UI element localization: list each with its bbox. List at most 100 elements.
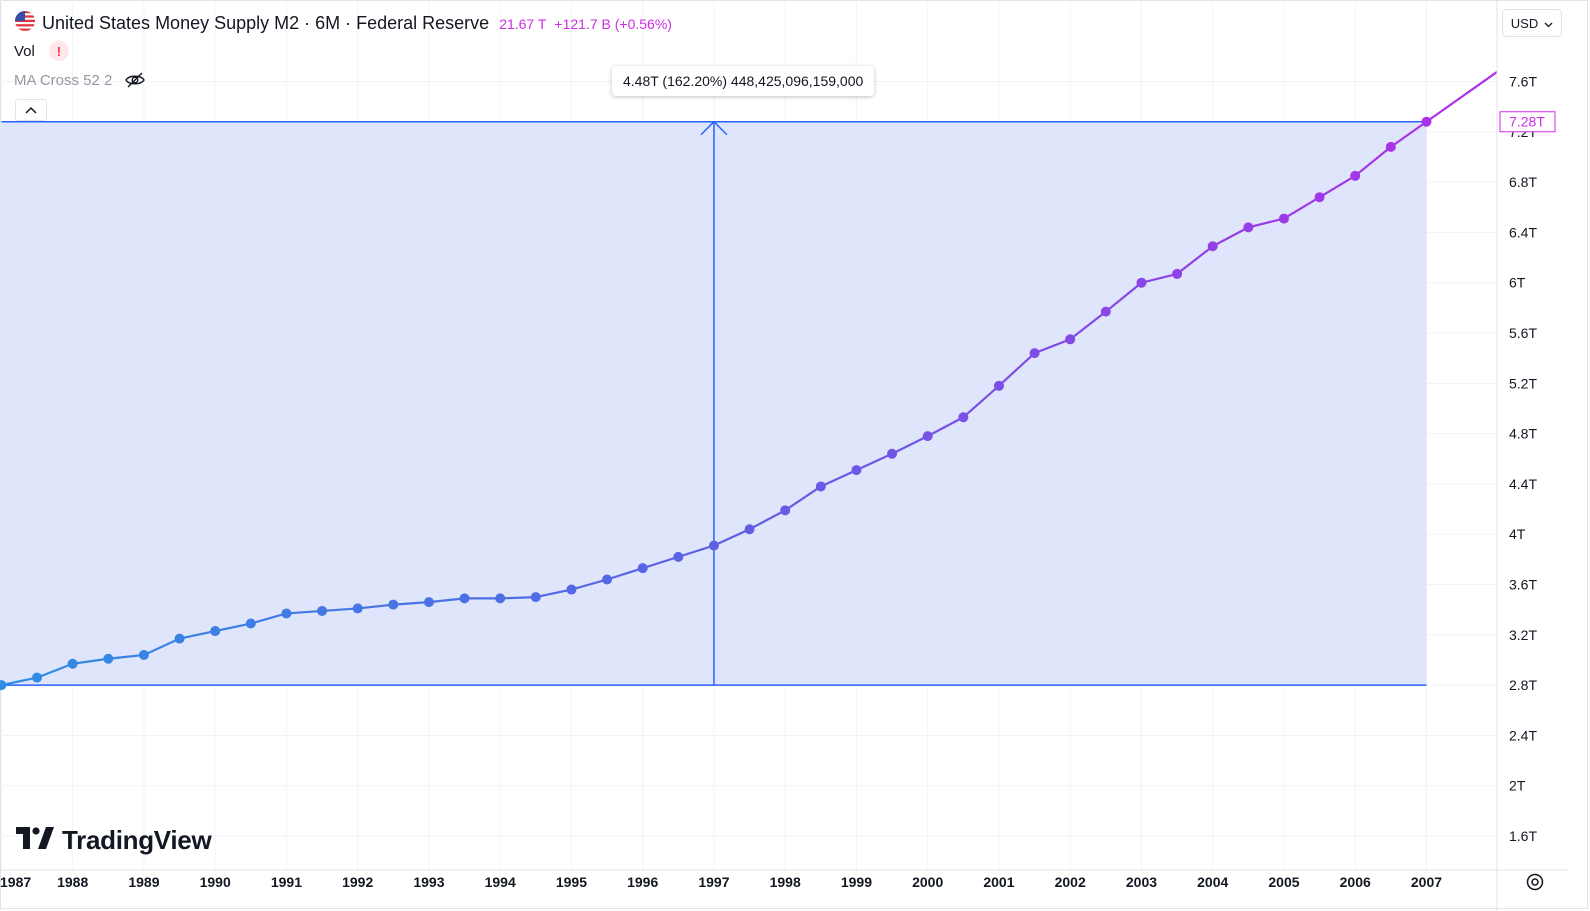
y-tick-label: 2.8T <box>1509 677 1537 693</box>
y-tick-label: 5.2T <box>1509 375 1537 391</box>
data-point <box>1207 241 1218 252</box>
data-point <box>0 680 7 691</box>
data-point <box>281 608 292 619</box>
x-tick-label: 2006 <box>1340 874 1371 890</box>
y-tick-label: 5.6T <box>1509 325 1537 341</box>
collapse-legend-button[interactable] <box>15 99 47 121</box>
data-point <box>1350 170 1361 181</box>
data-point <box>210 626 221 637</box>
x-tick-label: 2001 <box>983 874 1014 890</box>
y-tick-label: 6T <box>1509 275 1526 291</box>
vol-label[interactable]: Vol <box>14 42 35 60</box>
y-tick-label: 1.6T <box>1509 828 1537 844</box>
y-tick-label: 7.6T <box>1509 74 1537 90</box>
last-value: 21.67 T <box>499 15 547 32</box>
y-tick-label: 6.8T <box>1509 174 1537 190</box>
data-point <box>317 605 328 616</box>
data-point <box>352 603 363 614</box>
x-tick-label: 2003 <box>1126 874 1157 890</box>
data-point <box>1314 192 1325 203</box>
tradingview-logo[interactable]: TradingView <box>16 825 212 856</box>
y-tick-label: 3.6T <box>1509 577 1537 593</box>
data-point <box>138 649 149 660</box>
x-tick-label: 1993 <box>413 874 444 890</box>
x-tick-label: 1991 <box>271 874 302 890</box>
data-point <box>459 593 470 604</box>
measure-tooltip-text: 4.48T (162.20%) 448,425,096,159,000 <box>623 73 864 89</box>
x-tick-label: 1999 <box>841 874 872 890</box>
us-flag-icon <box>14 10 36 37</box>
gear-icon[interactable] <box>1524 871 1546 893</box>
measure-arrow-head <box>700 120 728 136</box>
change-value: +121.7 B (+0.56%) <box>554 15 672 32</box>
data-point <box>1243 222 1254 233</box>
y-tick-label: 6.4T <box>1509 224 1537 240</box>
tradingview-logo-icon <box>16 827 54 854</box>
data-point <box>530 592 541 603</box>
data-point <box>566 584 577 595</box>
y-tick-label: 4.8T <box>1509 426 1537 442</box>
data-point <box>922 431 933 442</box>
data-point <box>637 563 648 574</box>
currency-value: USD <box>1510 15 1539 31</box>
chevron-up-icon <box>25 101 37 119</box>
data-point <box>602 574 613 585</box>
data-point <box>673 551 684 562</box>
y-tick-label: 2.4T <box>1509 727 1537 743</box>
y-axis: 1.6T 2T 2.4T 2.8T 3.2T 3.6T 4T 4.4T 4.8T 5.2T 5.6T… <box>1496 0 1537 911</box>
data-point <box>423 597 434 608</box>
x-tick-label: 2004 <box>1197 874 1228 890</box>
data-point <box>958 412 969 423</box>
x-tick-label: 2007 <box>1411 874 1442 890</box>
eye-off-icon[interactable] <box>124 71 146 89</box>
data-point <box>1065 334 1076 345</box>
legend-ma-row: MA Cross 52 2 <box>14 71 146 89</box>
legend-vol-row: Vol ! <box>14 41 69 61</box>
data-point <box>495 593 506 604</box>
currency-selector[interactable]: USD <box>1502 9 1562 37</box>
series-line <box>0 71 1498 691</box>
data-point <box>1136 277 1147 288</box>
warning-icon[interactable]: ! <box>48 41 69 61</box>
x-tick-label: 1992 <box>342 874 373 890</box>
x-tick-label: 1989 <box>128 874 159 890</box>
y-tick-label: 2T <box>1509 778 1526 794</box>
data-point <box>103 653 114 664</box>
x-tick-label: 2002 <box>1055 874 1086 890</box>
data-point <box>1100 306 1111 317</box>
x-tick-label: 2005 <box>1268 874 1299 890</box>
last-price-text: 7.28T <box>1509 114 1545 130</box>
x-tick-label: 1988 <box>57 874 88 890</box>
symbol-title[interactable]: United States Money Supply M2 · 6M · Fed… <box>42 13 490 33</box>
x-tick-label: 1998 <box>770 874 801 890</box>
measure-tooltip: 4.48T (162.20%) 448,425,096,159,000 <box>612 66 875 96</box>
data-point <box>1385 141 1396 152</box>
data-point <box>1421 116 1432 127</box>
y-tick-label: 4T <box>1509 526 1526 542</box>
data-point <box>32 672 43 683</box>
ma-cross-label[interactable]: MA Cross 52 2 <box>14 71 113 89</box>
data-point <box>388 599 399 610</box>
y-tick-label: 4.4T <box>1509 476 1537 492</box>
x-tick-label: 2000 <box>912 874 943 890</box>
data-point <box>1278 213 1289 224</box>
data-point <box>851 465 862 476</box>
data-point <box>744 524 755 535</box>
x-tick-label: 1997 <box>698 874 729 890</box>
data-point <box>780 505 791 516</box>
measure-tool[interactable] <box>1 120 1427 686</box>
x-tick-label: 1994 <box>485 874 516 890</box>
data-point <box>245 618 256 629</box>
data-point <box>815 481 826 492</box>
x-tick-label: 1996 <box>627 874 658 890</box>
data-point <box>993 380 1004 391</box>
data-point <box>1029 348 1040 359</box>
chevron-down-icon <box>1544 16 1553 31</box>
legend-title-row: United States Money Supply M2 · 6M · Fed… <box>14 10 672 37</box>
data-point <box>887 448 898 459</box>
tradingview-wordmark: TradingView <box>62 825 212 855</box>
x-tick-label: 1990 <box>200 874 231 890</box>
data-point <box>708 540 719 551</box>
